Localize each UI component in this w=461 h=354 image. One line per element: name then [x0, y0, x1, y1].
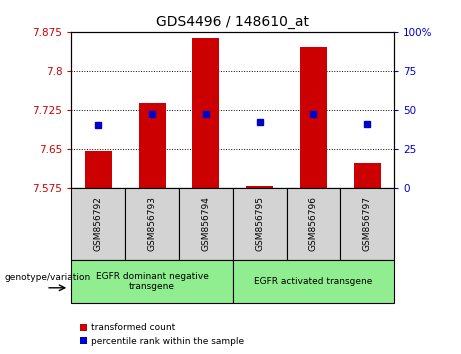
- Bar: [125, 188, 179, 260]
- Bar: [85, 151, 112, 188]
- Bar: [139, 103, 165, 188]
- Text: genotype/variation: genotype/variation: [5, 273, 91, 282]
- Bar: [354, 163, 381, 188]
- Bar: [71, 260, 233, 303]
- Text: GSM856795: GSM856795: [255, 196, 264, 251]
- Bar: [71, 188, 125, 260]
- Legend: transformed count, percentile rank within the sample: transformed count, percentile rank withi…: [76, 320, 248, 349]
- Bar: [193, 38, 219, 188]
- Text: GSM856793: GSM856793: [148, 196, 157, 251]
- Bar: [233, 260, 394, 303]
- Title: GDS4496 / 148610_at: GDS4496 / 148610_at: [156, 16, 309, 29]
- Text: EGFR activated transgene: EGFR activated transgene: [254, 277, 372, 286]
- Bar: [179, 188, 233, 260]
- Bar: [340, 188, 394, 260]
- Bar: [233, 188, 287, 260]
- Bar: [300, 47, 327, 188]
- Text: EGFR dominant negative
transgene: EGFR dominant negative transgene: [96, 272, 208, 291]
- Text: GSM856792: GSM856792: [94, 196, 103, 251]
- Text: GSM856797: GSM856797: [363, 196, 372, 251]
- Text: GSM856794: GSM856794: [201, 196, 210, 251]
- Text: GSM856796: GSM856796: [309, 196, 318, 251]
- Bar: [287, 188, 340, 260]
- Bar: [246, 186, 273, 188]
